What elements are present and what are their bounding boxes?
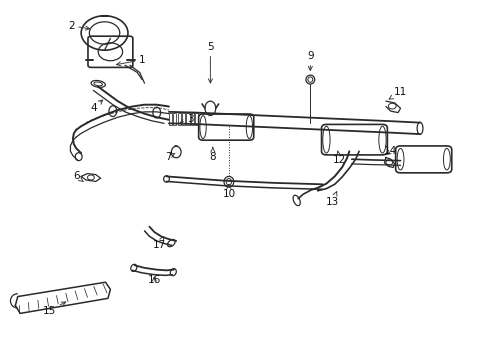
Text: 15: 15 [43, 302, 65, 316]
Text: 14: 14 [384, 146, 397, 156]
Text: 3: 3 [180, 114, 194, 124]
Text: 17: 17 [152, 237, 165, 249]
Bar [190, 113, 194, 126]
Text: 16: 16 [147, 275, 161, 285]
Text: 12: 12 [332, 151, 346, 165]
Bar [195, 113, 198, 126]
Bar [186, 113, 189, 126]
Text: 11: 11 [388, 87, 407, 99]
Bar [168, 113, 172, 126]
Text: 2: 2 [68, 21, 89, 31]
Text: 8: 8 [209, 148, 216, 162]
Text: 4: 4 [90, 100, 102, 113]
Text: 10: 10 [222, 185, 235, 199]
Text: 1: 1 [116, 55, 145, 66]
Text: 13: 13 [325, 192, 338, 207]
Bar [173, 113, 176, 126]
Bar [182, 113, 185, 126]
Bar [177, 113, 181, 126]
Text: 6: 6 [73, 171, 83, 182]
Text: 5: 5 [206, 42, 213, 83]
Text: 9: 9 [306, 51, 313, 71]
Text: 7: 7 [165, 152, 175, 162]
